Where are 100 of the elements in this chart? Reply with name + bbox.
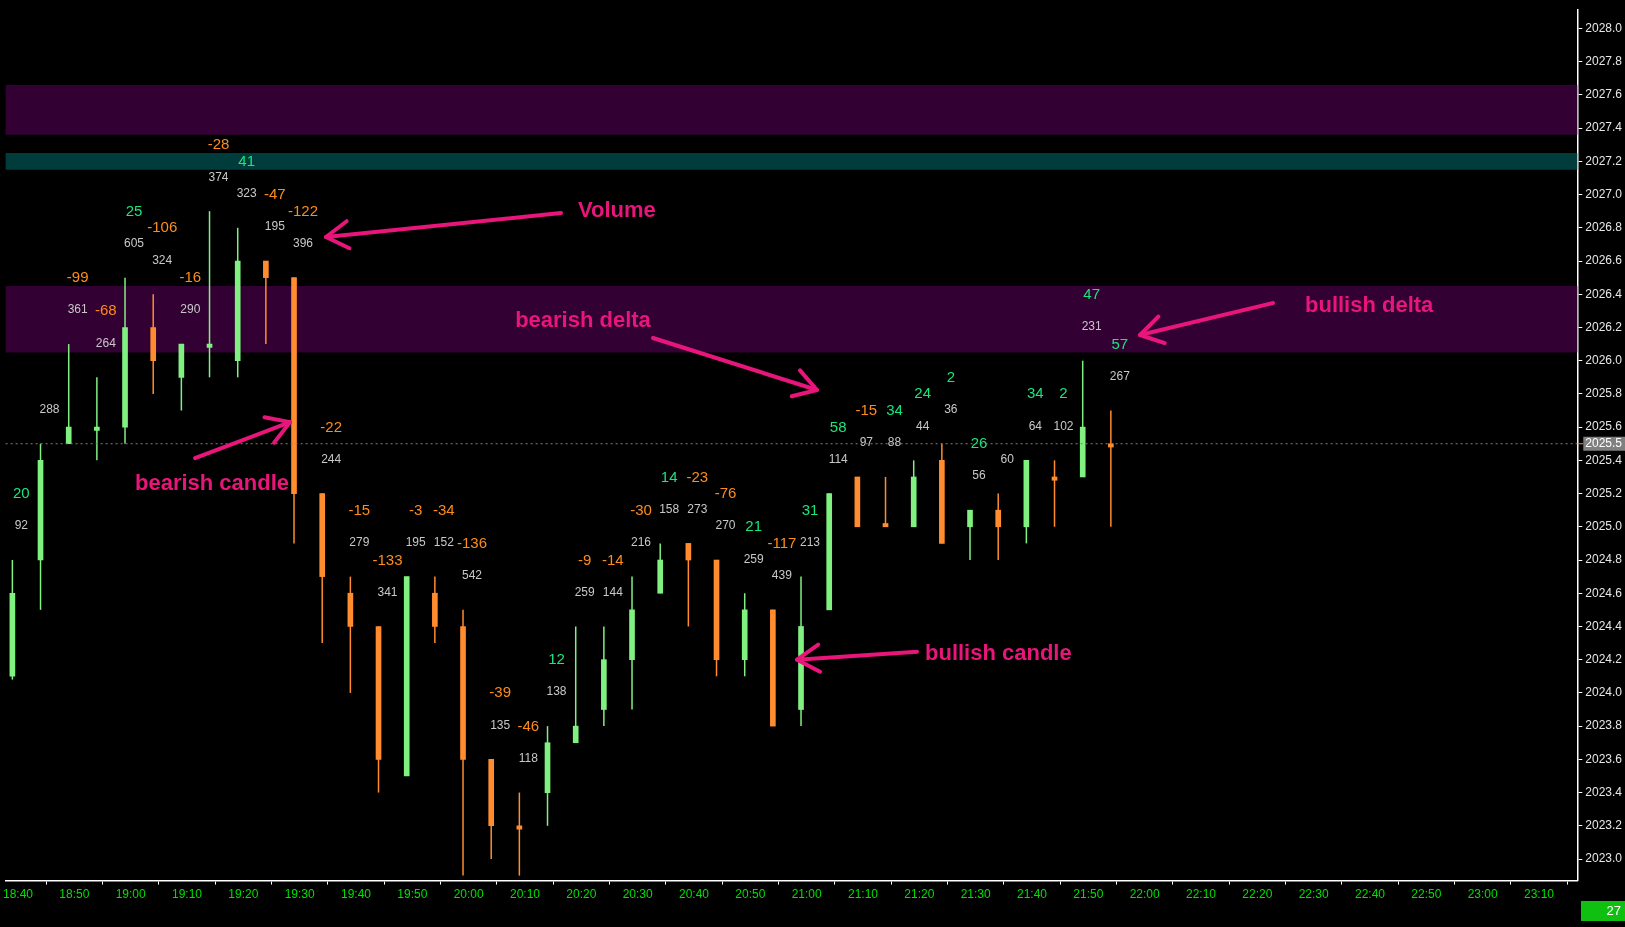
y-tick-label: 2025.8 — [1585, 386, 1623, 401]
annotation: 273 — [687, 501, 708, 516]
candlestick — [94, 376, 100, 462]
x-tick-label: 20:20 — [566, 887, 597, 902]
annotation: 2 — [946, 367, 956, 385]
y-tick-label: 2025.0 — [1585, 519, 1623, 534]
annotation: 279 — [349, 534, 370, 549]
y-tick-label: 2027.6 — [1585, 87, 1623, 102]
annotation: -136 — [457, 533, 488, 551]
y-tick-label: 2028.0 — [1585, 20, 1623, 35]
annotation: 213 — [800, 534, 821, 549]
annotation: 605 — [124, 235, 145, 250]
annotation: 12 — [548, 650, 565, 668]
annotation: -76 — [714, 484, 737, 502]
x-tick-label: 19:20 — [228, 887, 259, 902]
annotation: 2 — [1059, 384, 1068, 402]
annotation: bearish candle — [134, 469, 290, 495]
annotation: 542 — [462, 568, 483, 583]
annotation: 341 — [377, 584, 398, 599]
annotation: 57 — [1111, 334, 1129, 352]
annotation: 158 — [659, 501, 680, 516]
annotation: -117 — [767, 533, 797, 551]
annotation: 41 — [238, 151, 256, 169]
annotation: 267 — [1109, 368, 1131, 383]
y-tick-label: 2023.0 — [1585, 851, 1623, 866]
y-tick-label: 2023.4 — [1585, 784, 1623, 799]
annotation: -106 — [147, 218, 178, 236]
annotation: bullish delta — [1305, 291, 1435, 317]
x-tick-label: 23:00 — [1467, 887, 1498, 902]
annotation: -15 — [855, 401, 878, 419]
annotation: 439 — [771, 568, 793, 583]
x-tick-label: 23:10 — [1523, 887, 1555, 902]
annotation: Volume — [578, 196, 656, 222]
y-tick-label: 2027.8 — [1585, 54, 1623, 69]
annotation: -99 — [66, 268, 89, 286]
annotation: 92 — [14, 518, 29, 533]
annotation: 97 — [859, 435, 874, 450]
annotation: 288 — [39, 402, 60, 417]
ref-line-label: 2025.5 — [1585, 436, 1623, 451]
y-tick-label: 2025.6 — [1585, 419, 1623, 434]
x-tick-label: 22:30 — [1298, 887, 1329, 902]
candlestick — [967, 509, 973, 561]
annotation: 361 — [67, 302, 89, 317]
annotation: -23 — [686, 467, 709, 485]
x-tick-label: 20:40 — [678, 887, 710, 902]
x-tick-label: 22:20 — [1242, 887, 1273, 902]
y-tick-label: 2023.8 — [1585, 718, 1623, 733]
y-tick-label: 2025.2 — [1585, 485, 1623, 500]
annotation: 58 — [829, 417, 847, 435]
annotation: -3 — [409, 500, 423, 518]
y-tick-label: 2023.6 — [1585, 751, 1623, 766]
y-tick-label: 2024.0 — [1585, 685, 1623, 700]
candlestick — [572, 625, 579, 744]
annotation: -30 — [630, 500, 652, 518]
x-tick-label: 19:00 — [115, 887, 147, 902]
annotation: -39 — [489, 683, 512, 701]
annotation: -46 — [517, 716, 540, 734]
y-tick-label: 2024.4 — [1585, 618, 1623, 633]
annotation: 195 — [405, 534, 427, 549]
annotation: 135 — [490, 717, 511, 732]
annotation: 195 — [264, 219, 286, 234]
annotation: 152 — [433, 534, 455, 549]
annotation: 56 — [972, 468, 987, 483]
y-tick-label: 2027.4 — [1585, 120, 1623, 135]
y-tick-label: 2027.2 — [1585, 153, 1623, 168]
annotation: 34 — [1027, 384, 1044, 402]
annotation: -68 — [95, 301, 117, 319]
x-tick-label: 21:50 — [1073, 887, 1104, 902]
annotation: bullish candle — [925, 640, 1072, 666]
x-tick-label: 19:30 — [284, 887, 316, 902]
annotation: 24 — [914, 384, 932, 402]
annotation: 21 — [745, 517, 763, 535]
annotation: 396 — [293, 235, 314, 250]
x-tick-label: 21:10 — [847, 887, 879, 902]
annotation: -133 — [372, 550, 403, 568]
annotation: 64 — [1028, 418, 1043, 433]
x-tick-label: 22:40 — [1354, 887, 1386, 902]
annotation: -9 — [578, 550, 592, 568]
x-tick-label: 22:50 — [1411, 887, 1442, 902]
annotation: 102 — [1053, 418, 1074, 433]
annotation: 244 — [321, 451, 342, 466]
y-tick-label: 2026.8 — [1585, 220, 1623, 235]
annotation: 138 — [546, 684, 567, 699]
annotation: 14 — [660, 467, 678, 485]
x-tick-label: 19:50 — [397, 887, 428, 902]
y-tick-label: 2026.4 — [1585, 286, 1623, 301]
y-tick-label: 2024.6 — [1585, 585, 1623, 600]
annotation: -15 — [348, 500, 371, 518]
annotation: 324 — [152, 252, 173, 267]
annotation: 259 — [574, 584, 596, 599]
annotation: 290 — [180, 302, 201, 317]
annotation: 264 — [95, 335, 117, 350]
x-tick-label: 20:00 — [453, 887, 485, 902]
annotation: bearish delta — [515, 306, 652, 332]
x-tick-label: 18:40 — [3, 887, 34, 902]
x-tick-label: 21:30 — [960, 887, 991, 902]
annotation: 34 — [886, 401, 903, 419]
x-tick-label: 21:40 — [1016, 887, 1048, 902]
annotation: 259 — [743, 551, 765, 566]
x-tick-label: 21:20 — [904, 887, 935, 902]
